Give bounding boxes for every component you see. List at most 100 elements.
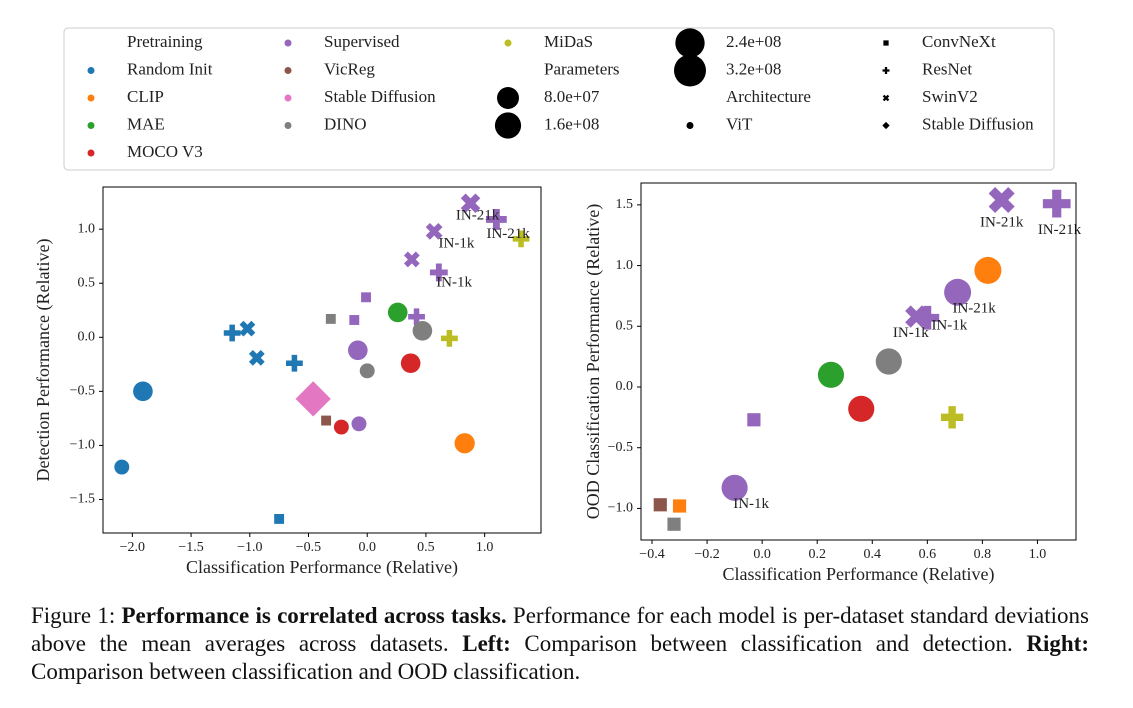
x-tick-label: 0.2	[808, 547, 826, 562]
point	[915, 305, 940, 330]
legend-label: Stable Diffusion	[922, 114, 1034, 133]
y-tick-label: −1.0	[70, 438, 95, 453]
x-tick-label: −0.4	[639, 547, 664, 562]
point	[114, 459, 130, 475]
legend-marker	[882, 67, 890, 74]
point	[667, 517, 681, 531]
legend-label: ResNet	[922, 59, 972, 78]
point	[248, 349, 265, 366]
y-axis-label: OOD Classification Performance (Relative…	[583, 204, 604, 519]
legend-swatch	[504, 39, 512, 47]
point	[351, 416, 367, 432]
caption-label: Figure 1:	[31, 603, 116, 628]
x-tick-label: 1.0	[476, 540, 494, 555]
x-tick-label: −1.5	[178, 540, 203, 555]
y-tick-label: 1.5	[616, 197, 634, 212]
legend-label: ConvNeXt	[922, 32, 996, 51]
y-tick-label: −1.5	[70, 492, 95, 507]
x-tick-label: 0.5	[417, 540, 435, 555]
legend-label: 8.0e+07	[544, 87, 600, 106]
legend-label: 3.2e+08	[726, 59, 781, 78]
figure: −2.0 −1.5 −1.0 −0.5 0.0 0.5 1.0 −1.5 −1.0 −0.5 0.0…	[33, 27, 1082, 585]
y-tick-label: −0.5	[70, 384, 95, 399]
point	[485, 209, 507, 230]
y-tick-label: −1.0	[608, 501, 633, 516]
point	[725, 481, 739, 495]
legend-label: MAE	[127, 114, 165, 133]
axes-frame	[640, 182, 1077, 541]
legend-size	[675, 28, 705, 58]
point	[747, 413, 761, 427]
point	[425, 222, 443, 240]
y-tick-label: 0.5	[616, 319, 634, 334]
legend-marker	[882, 121, 890, 130]
point	[848, 395, 875, 422]
point	[875, 348, 902, 375]
legend-label: Stable Diffusion	[324, 87, 436, 106]
legend-label: SwinV2	[922, 87, 978, 106]
caption-text: Performance for each model is per-datase…	[31, 603, 1089, 656]
point	[944, 278, 972, 306]
x-axis-label: Classification Performance (Relative)	[186, 557, 458, 578]
point	[653, 498, 667, 512]
point	[333, 419, 349, 435]
annotation: IN-21k	[980, 215, 1024, 231]
legend-label: Supervised	[324, 32, 400, 51]
annotation: IN-1k	[439, 236, 475, 252]
x-tick-label: 0.0	[358, 540, 376, 555]
point	[321, 415, 332, 426]
legend-label: MiDaS	[544, 32, 593, 51]
x-tick-label: 1.0	[1029, 547, 1047, 562]
point	[403, 251, 420, 268]
legend-title: Architecture	[726, 87, 811, 106]
x-tick-label: −1.0	[237, 540, 262, 555]
legend-swatch	[87, 122, 95, 129]
point	[408, 308, 425, 326]
point	[133, 381, 153, 402]
point	[223, 324, 241, 342]
y-tick-label: 0.0	[78, 330, 96, 345]
point	[239, 320, 256, 337]
y-tick-label: 1.0	[78, 221, 96, 236]
x-tick-label: −0.5	[296, 540, 321, 555]
caption-heading: Performance is correlated across tasks.	[121, 603, 507, 628]
y-tick-label: 1.0	[616, 258, 634, 273]
point	[672, 499, 687, 513]
annotation: IN-21k	[952, 301, 996, 317]
point	[286, 354, 303, 372]
legend-frame	[63, 27, 1055, 171]
point	[359, 363, 375, 379]
point	[817, 361, 845, 388]
point	[460, 193, 481, 213]
annotation: IN-1k	[733, 496, 769, 512]
legend-swatch	[87, 94, 95, 102]
legend-label: Random Init	[127, 59, 213, 78]
point	[988, 186, 1015, 214]
point	[349, 315, 360, 325]
legend-marker	[686, 122, 694, 129]
y-tick-label: −0.5	[608, 440, 633, 455]
x-tick-label: 0.4	[864, 547, 882, 562]
caption-left-label: Left:	[462, 631, 511, 656]
legend-swatch	[87, 149, 95, 157]
y-tick-label: 0.0	[616, 379, 634, 394]
x-tick-label: 0.8	[974, 547, 992, 562]
caption-left-text: Comparison between classification and de…	[524, 631, 1013, 656]
legend-swatch	[284, 122, 292, 129]
legend-swatch	[87, 67, 95, 74]
legend-label: ViT	[726, 114, 753, 133]
annotation: IN-1k	[436, 275, 472, 291]
legend-size	[494, 112, 522, 139]
annotation: IN-21k	[1038, 222, 1082, 238]
x-tick-label: 0.0	[753, 547, 771, 562]
point	[348, 340, 368, 361]
legend-label: 1.6e+08	[544, 114, 599, 133]
x-tick-label: −2.0	[120, 540, 145, 555]
point	[454, 433, 475, 454]
caption: Figure 1: Performance is correlated acro…	[31, 602, 1089, 686]
point	[325, 313, 336, 324]
caption-right-label: Right:	[1026, 631, 1089, 656]
point	[387, 302, 408, 323]
x-axis-label: Classification Performance (Relative)	[723, 564, 995, 585]
